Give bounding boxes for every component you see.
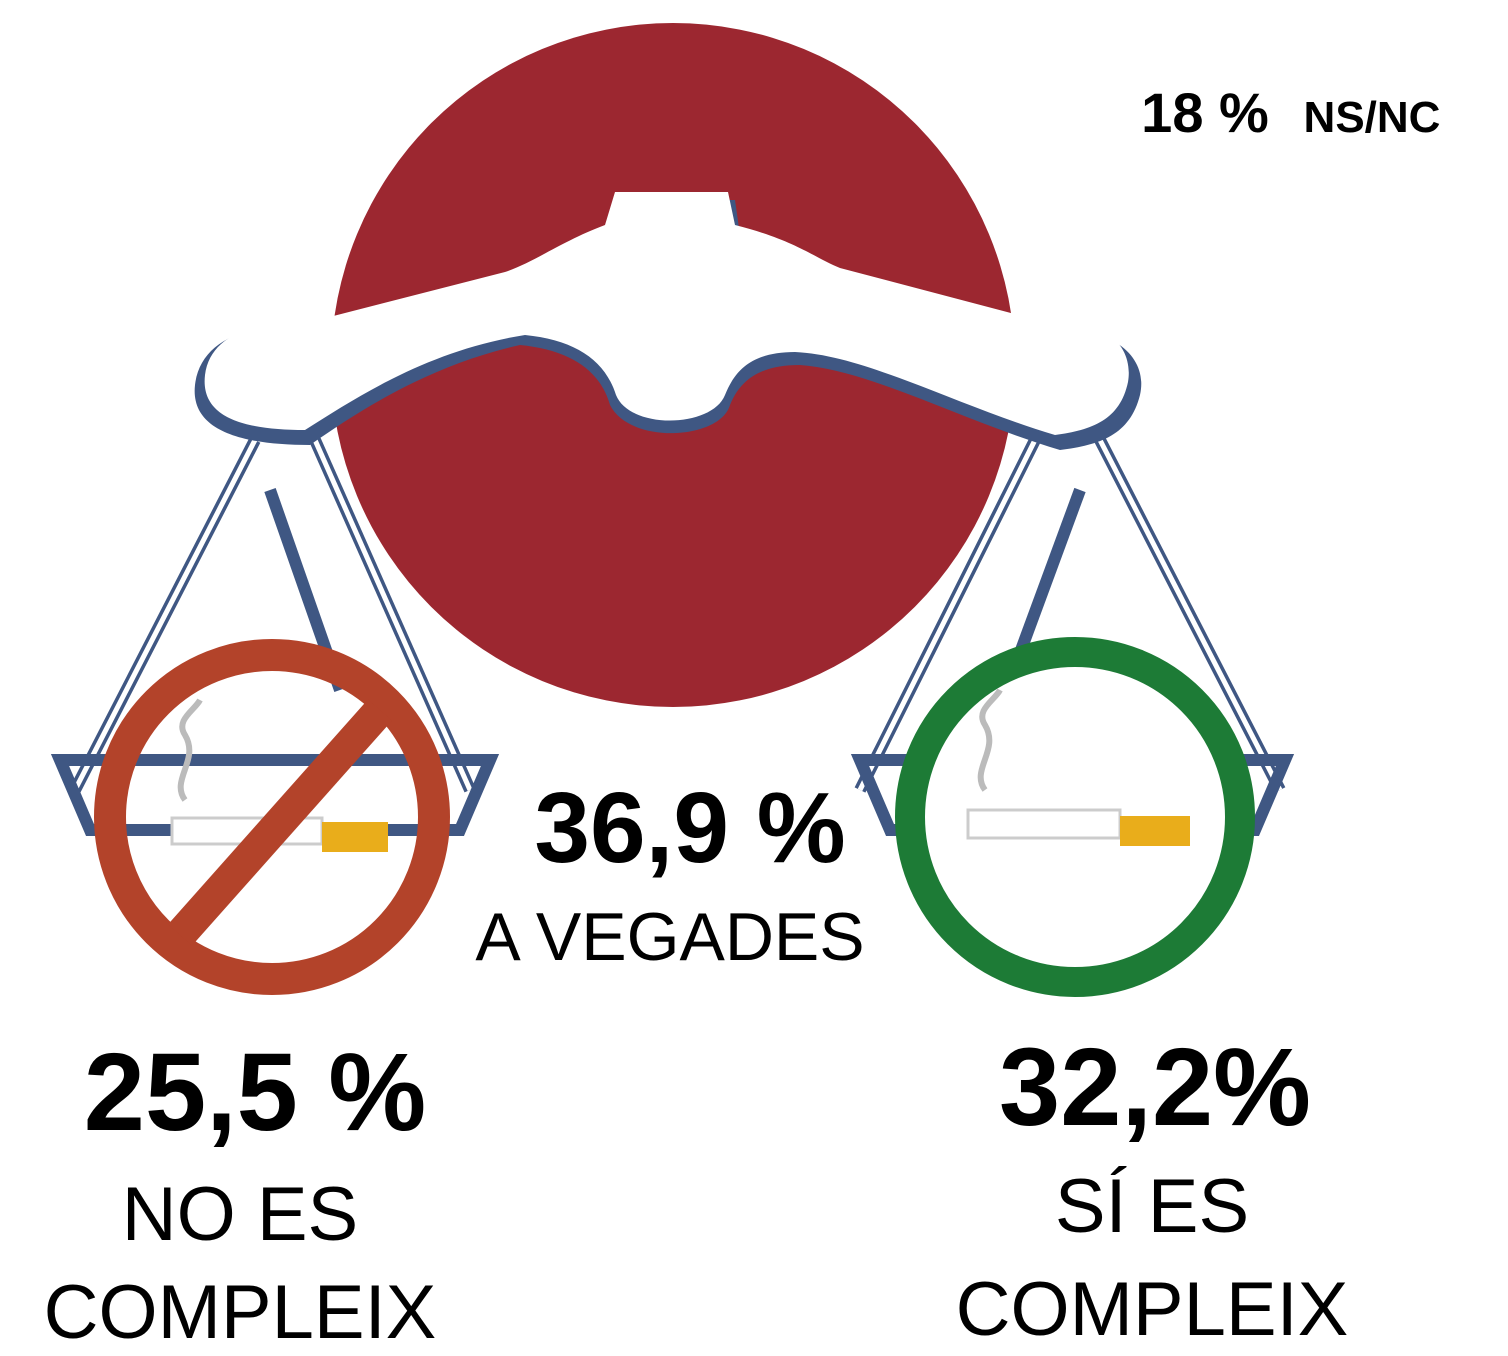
center-label: A VEGADES [475,899,864,975]
right-label: SÍ ES [1055,1164,1249,1249]
left-label: COMPLEIX [44,1270,437,1355]
nsnc-value: 18 % [1141,81,1269,144]
left-label: NO ES [122,1172,359,1257]
left-value: 25,5 % [84,1031,426,1154]
center-value: 36,9 % [534,772,845,884]
no-smoking-icon [110,655,434,979]
beam [205,192,1129,435]
nsnc-label: NS/NC [1304,93,1441,142]
smoking-icon [910,652,1240,982]
right-value: 32,2% [999,1026,1311,1149]
infographic: 18 % NS/NC 36,9 % A VEGADES 25,5 % NO ES… [0,0,1508,1356]
right-label: COMPLEIX [956,1267,1349,1352]
